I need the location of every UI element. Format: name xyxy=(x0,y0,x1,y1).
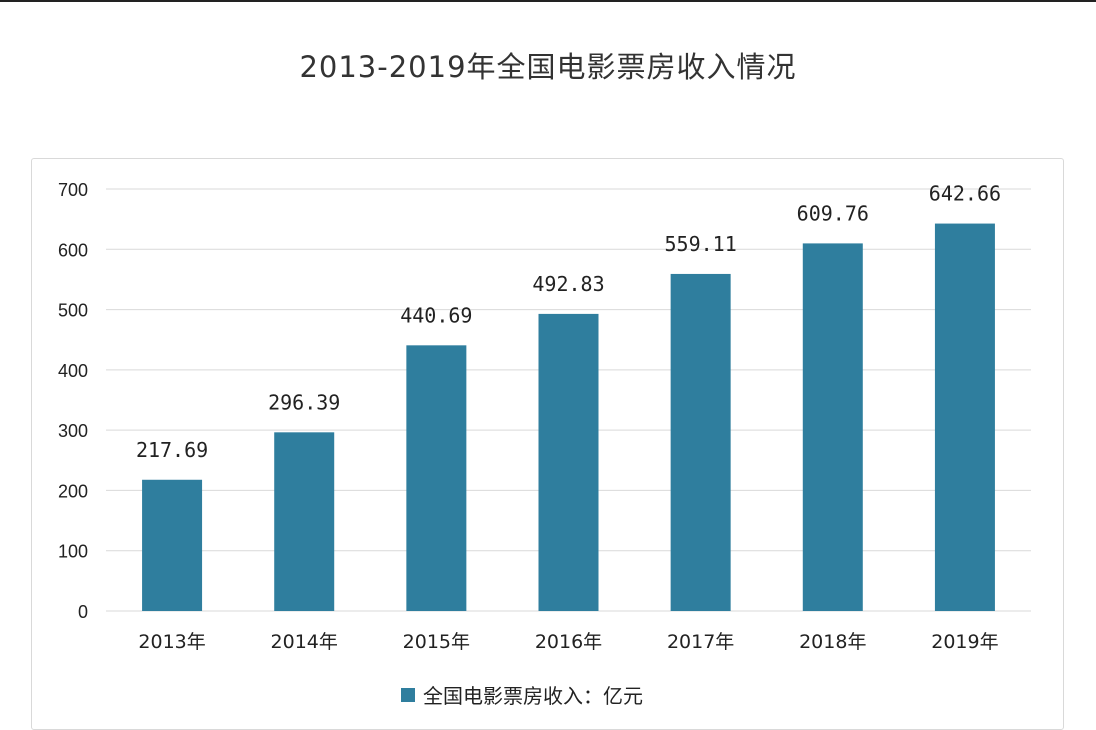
bar xyxy=(802,243,863,611)
y-tick-label: 300 xyxy=(58,421,88,441)
bar xyxy=(670,273,731,611)
data-label: 609.76 xyxy=(797,201,869,225)
y-tick-label: 0 xyxy=(78,602,88,622)
x-tick-label: 2017年 xyxy=(667,631,734,653)
bar xyxy=(142,479,203,611)
x-tick-label: 2015年 xyxy=(403,631,470,653)
y-tick-label: 100 xyxy=(58,542,88,562)
data-label: 217.69 xyxy=(136,438,208,462)
y-tick-label: 500 xyxy=(58,301,88,321)
x-tick-label: 2014年 xyxy=(271,631,338,653)
x-tick-label: 2016年 xyxy=(535,631,602,653)
bar xyxy=(934,223,995,612)
bars-layer xyxy=(142,223,995,612)
data-label: 492.83 xyxy=(532,272,604,296)
x-tick-labels: 2013年 2014年 2015年 2016年 2017年 2018年 2019年 xyxy=(138,631,998,653)
x-tick-label: 2018年 xyxy=(799,631,866,653)
x-tick-label: 2013年 xyxy=(138,631,205,653)
data-labels: 217.69 296.39 440.69 492.83 559.11 609.76 642.… xyxy=(136,182,1001,462)
top-rule xyxy=(0,0,1096,2)
data-label: 642.66 xyxy=(929,182,1001,206)
legend-swatch xyxy=(401,687,415,702)
bar xyxy=(406,345,467,611)
y-tick-label: 200 xyxy=(58,481,88,501)
bar xyxy=(538,313,599,611)
y-tick-label: 700 xyxy=(58,180,88,200)
x-tick-label: 2019年 xyxy=(931,631,998,653)
data-label: 440.69 xyxy=(400,303,472,327)
y-tick-label: 600 xyxy=(58,240,88,260)
chart-title: 2013-2019年全国电影票房收入情况 xyxy=(299,50,797,84)
data-label: 296.39 xyxy=(268,390,340,414)
bar xyxy=(274,432,335,611)
legend-label: 全国电影票房收入：亿元 xyxy=(423,684,643,708)
y-tick-label: 400 xyxy=(58,361,88,381)
y-tick-labels: 0 100 200 300 400 500 600 700 xyxy=(58,180,88,622)
data-label: 559.11 xyxy=(665,232,737,256)
legend: 全国电影票房收入：亿元 xyxy=(401,680,643,709)
